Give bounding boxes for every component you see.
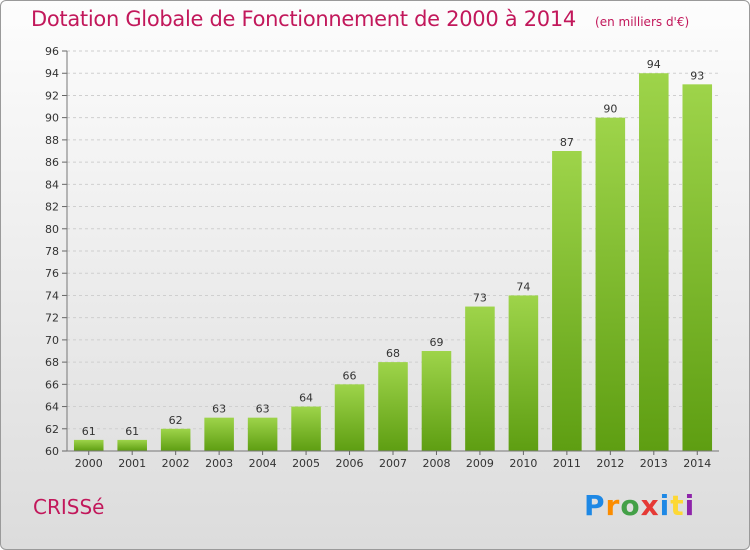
x-tick-label: 2006 xyxy=(336,457,364,470)
bar-2011 xyxy=(552,151,582,451)
bar-2001 xyxy=(117,439,147,451)
x-tick-label: 2011 xyxy=(553,457,581,470)
x-tick-label: 2013 xyxy=(640,457,668,470)
bar-2006 xyxy=(334,384,365,451)
bar-2005 xyxy=(291,406,321,451)
bar-value-label: 68 xyxy=(386,347,400,360)
y-tick-label: 74 xyxy=(45,289,59,302)
bar-value-label: 64 xyxy=(299,392,313,405)
y-tick-label: 78 xyxy=(45,245,59,258)
bar-value-label: 93 xyxy=(690,69,704,82)
y-tick-label: 76 xyxy=(45,267,59,280)
title-row: Dotation Globale de Fonctionnement de 20… xyxy=(31,7,689,31)
y-tick-label: 88 xyxy=(45,134,59,147)
y-tick-label: 84 xyxy=(45,178,59,191)
y-tick-label: 60 xyxy=(45,445,59,458)
bar-value-label: 61 xyxy=(82,425,96,438)
chart-unit-label: (en milliers d'€) xyxy=(595,15,690,29)
bar-value-label: 66 xyxy=(343,369,357,382)
y-tick-label: 94 xyxy=(45,67,59,80)
x-tick-label: 2002 xyxy=(162,457,190,470)
y-tick-label: 68 xyxy=(45,356,59,369)
x-tick-label: 2000 xyxy=(75,457,103,470)
proxiti-logo: Proxiti xyxy=(584,489,696,522)
x-tick-label: 2001 xyxy=(118,457,146,470)
bar-2014 xyxy=(682,84,713,451)
bar-value-label: 61 xyxy=(125,425,139,438)
bar-value-label: 63 xyxy=(256,403,270,416)
bar-2003 xyxy=(204,417,234,451)
bar-2013 xyxy=(639,73,669,451)
bar-value-label: 63 xyxy=(212,403,226,416)
y-tick-label: 82 xyxy=(45,201,59,214)
x-tick-label: 2004 xyxy=(249,457,277,470)
y-tick-label: 92 xyxy=(45,89,59,102)
chart-title: Dotation Globale de Fonctionnement de 20… xyxy=(31,7,576,31)
y-tick-label: 72 xyxy=(45,312,59,325)
bar-2008 xyxy=(421,351,452,451)
commune-name: CRISSé xyxy=(33,495,105,519)
bar-value-label: 87 xyxy=(560,136,574,149)
bar-2004 xyxy=(247,417,278,451)
x-tick-label: 2007 xyxy=(379,457,407,470)
bar-2009 xyxy=(465,306,495,451)
y-tick-label: 62 xyxy=(45,423,59,436)
y-tick-label: 90 xyxy=(45,112,59,125)
x-tick-label: 2014 xyxy=(683,457,711,470)
x-tick-label: 2010 xyxy=(509,457,537,470)
bar-2002 xyxy=(160,428,191,451)
y-tick-label: 86 xyxy=(45,156,59,169)
bar-value-label: 74 xyxy=(516,280,530,293)
bar-value-label: 94 xyxy=(647,58,661,71)
x-tick-label: 2008 xyxy=(422,457,450,470)
bar-value-label: 62 xyxy=(169,414,183,427)
x-tick-label: 2009 xyxy=(466,457,494,470)
x-tick-label: 2012 xyxy=(596,457,624,470)
y-tick-label: 96 xyxy=(45,45,59,58)
y-tick-label: 66 xyxy=(45,378,59,391)
x-tick-label: 2003 xyxy=(205,457,233,470)
bar-value-label: 90 xyxy=(603,103,617,116)
bar-2012 xyxy=(595,117,626,452)
x-tick-label: 2005 xyxy=(292,457,320,470)
bar-2010 xyxy=(508,295,539,451)
y-tick-label: 70 xyxy=(45,334,59,347)
bar-2000 xyxy=(73,439,104,451)
bar-value-label: 69 xyxy=(429,336,443,349)
y-tick-label: 64 xyxy=(45,401,59,414)
bar-2007 xyxy=(378,362,408,451)
y-tick-label: 80 xyxy=(45,223,59,236)
bar-value-label: 73 xyxy=(473,292,487,305)
